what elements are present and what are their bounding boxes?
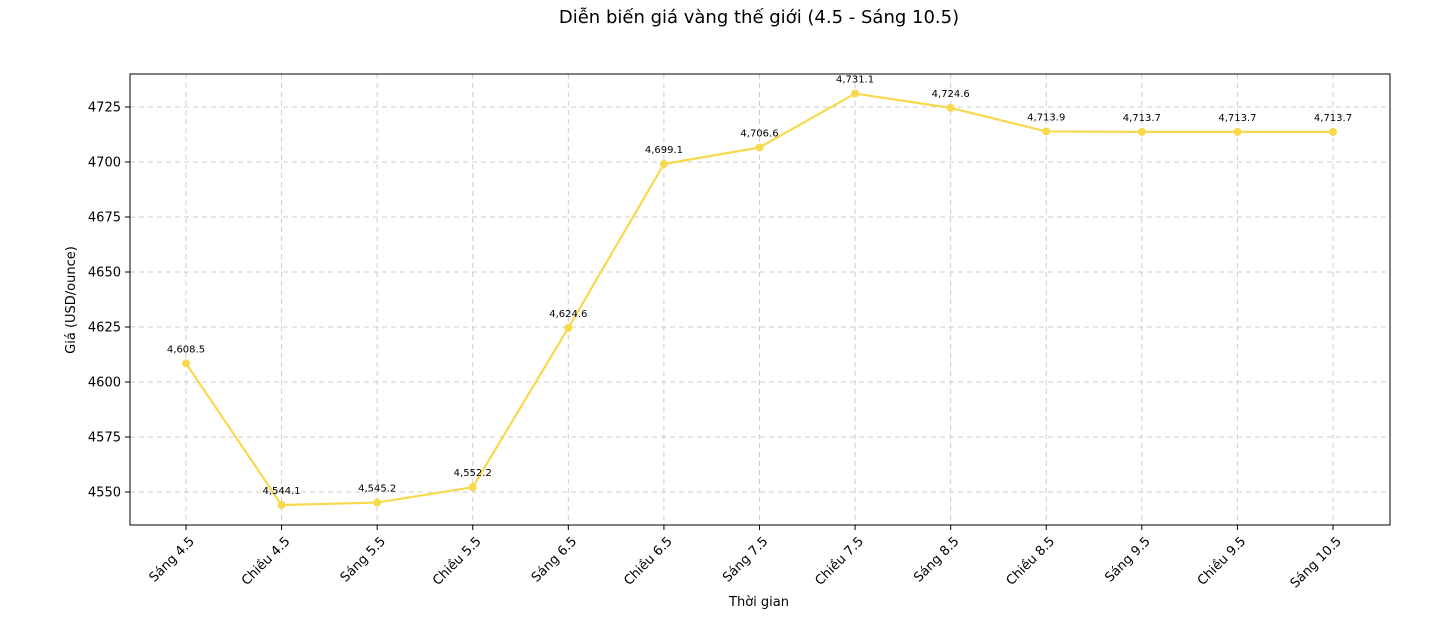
grid-lines bbox=[130, 74, 1390, 525]
y-tick-label: 4625 bbox=[88, 321, 121, 336]
data-label: 4,731.1 bbox=[836, 75, 874, 86]
x-tick-label: Sáng 7.5 bbox=[720, 534, 771, 585]
data-label: 4,713.9 bbox=[1027, 112, 1065, 123]
data-point bbox=[755, 143, 764, 152]
chart-title: Diễn biến giá vàng thế giới (4.5 - Sáng … bbox=[559, 7, 959, 28]
y-axis-ticks: 4550 4575 4600 4625 4650 4675 4700 4725 bbox=[88, 101, 130, 501]
x-tick-label: Chiều 6.5 bbox=[621, 534, 675, 588]
data-point bbox=[851, 89, 860, 98]
x-tick-label: Chiều 9.5 bbox=[1195, 534, 1249, 588]
x-axis-label: Thời gian bbox=[728, 595, 789, 610]
data-point bbox=[659, 159, 668, 168]
data-point bbox=[373, 498, 382, 507]
data-point bbox=[564, 323, 573, 332]
data-label: 4,713.7 bbox=[1123, 113, 1161, 124]
data-label: 4,624.6 bbox=[549, 309, 587, 320]
data-label: 4,552.2 bbox=[454, 468, 492, 479]
y-tick-label: 4575 bbox=[88, 431, 121, 446]
series-line-group: 4,608.5 4,544.1 4,545.2 4,552.2 4,624.6 4,699… bbox=[167, 75, 1352, 509]
x-tick-label: Sáng 5.5 bbox=[338, 534, 389, 585]
data-label: 4,713.7 bbox=[1314, 113, 1352, 124]
data-label: 4,713.7 bbox=[1218, 113, 1256, 124]
data-label: 4,608.5 bbox=[167, 344, 205, 355]
y-tick-label: 4675 bbox=[88, 211, 121, 226]
x-axis-ticks: Sáng 4.5 Chiều 4.5 Sáng 5.5 Chiều 5.5 Sáng 6… bbox=[147, 525, 1345, 591]
data-label: 4,544.1 bbox=[262, 486, 300, 497]
data-label: 4,545.2 bbox=[358, 484, 396, 495]
x-tick-label: Sáng 4.5 bbox=[147, 534, 198, 585]
y-axis-label: Giá (USD/ounce) bbox=[64, 246, 79, 354]
y-tick-label: 4700 bbox=[88, 156, 121, 171]
data-point bbox=[182, 359, 190, 368]
y-tick-label: 4550 bbox=[88, 486, 121, 501]
x-tick-label: Sáng 6.5 bbox=[529, 534, 580, 585]
y-tick-label: 4600 bbox=[88, 376, 121, 391]
data-point bbox=[1329, 127, 1337, 136]
x-tick-label: Chiều 4.5 bbox=[239, 534, 293, 588]
data-point bbox=[1137, 127, 1146, 136]
x-tick-label: Sáng 10.5 bbox=[1288, 534, 1345, 591]
data-label: 4,706.6 bbox=[740, 128, 778, 139]
x-tick-label: Chiều 8.5 bbox=[1004, 534, 1058, 588]
x-tick-label: Sáng 8.5 bbox=[911, 534, 962, 585]
y-tick-label: 4725 bbox=[88, 101, 121, 116]
x-tick-label: Sáng 9.5 bbox=[1102, 534, 1153, 585]
x-tick-label: Chiều 7.5 bbox=[812, 534, 866, 588]
data-point bbox=[1042, 127, 1051, 136]
data-label: 4,699.1 bbox=[645, 145, 683, 156]
data-point bbox=[468, 483, 477, 492]
data-point bbox=[1233, 127, 1242, 136]
data-label: 4,724.6 bbox=[932, 89, 970, 100]
data-point bbox=[946, 103, 955, 112]
y-tick-label: 4650 bbox=[88, 266, 121, 281]
data-point bbox=[277, 500, 286, 509]
x-tick-label: Chiều 5.5 bbox=[430, 534, 484, 588]
